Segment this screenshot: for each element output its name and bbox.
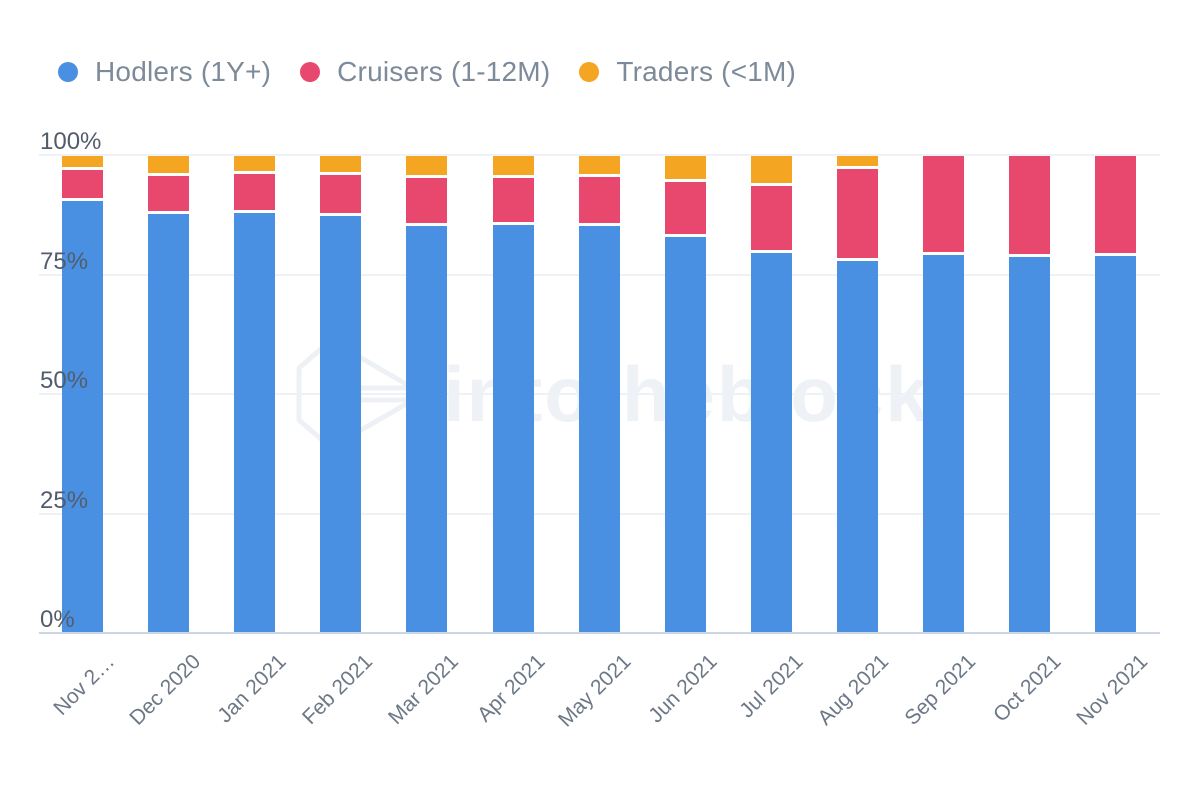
bar-segment-cruisers[interactable] <box>578 177 620 227</box>
bar-segment-hodlers[interactable] <box>664 237 706 632</box>
x-axis-label: Oct 2021 <box>989 650 1066 727</box>
bar-segment-traders[interactable] <box>750 156 792 186</box>
bar-segment-hodlers[interactable] <box>1009 256 1051 632</box>
bar-segment-traders[interactable] <box>836 156 878 170</box>
x-axis-label: Aug 2021 <box>813 650 894 730</box>
bar-segment-hodlers[interactable] <box>234 213 276 632</box>
hodlers-dot-icon <box>58 62 78 82</box>
x-axis-label: Sep 2021 <box>899 650 980 730</box>
bar-jan-2021[interactable] <box>234 156 276 632</box>
bar-segment-hodlers[interactable] <box>836 260 878 632</box>
bar-segment-hodlers[interactable] <box>578 226 620 632</box>
bar-segment-traders[interactable] <box>406 156 448 179</box>
bar-segment-cruisers[interactable] <box>1095 156 1137 256</box>
bar-mar-2021[interactable] <box>406 156 448 632</box>
y-axis-tick-label: 50% <box>40 367 89 394</box>
bar-nov-2[interactable] <box>62 156 103 632</box>
bar-segment-cruisers[interactable] <box>923 156 964 256</box>
legend: Hodlers (1Y+) Cruisers (1-12M) Traders (… <box>58 56 796 88</box>
legend-item-label: Traders (<1M) <box>616 56 797 87</box>
bar-segment-hodlers[interactable] <box>1095 255 1137 632</box>
bar-segment-traders[interactable] <box>664 156 706 183</box>
x-axis-label: Dec 2020 <box>125 650 205 730</box>
bar-segment-cruisers[interactable] <box>406 178 448 226</box>
bar-sep-2021[interactable] <box>923 156 964 632</box>
x-axis-label: Jul 2021 <box>735 650 808 723</box>
bar-segment-traders[interactable] <box>320 156 362 175</box>
bar-segment-hodlers[interactable] <box>923 255 964 632</box>
bar-nov-2021[interactable] <box>1095 156 1137 632</box>
bar-oct-2021[interactable] <box>1009 156 1051 632</box>
bar-segment-cruisers[interactable] <box>492 177 534 225</box>
bar-segment-cruisers[interactable] <box>62 169 103 201</box>
x-axis-line <box>39 632 1160 634</box>
x-axis-label: Jan 2021 <box>213 650 291 728</box>
cruisers-dot-icon <box>300 62 321 82</box>
x-axis-label: May 2021 <box>553 650 636 732</box>
legend-item-label: Hodlers (1Y+) <box>95 56 272 87</box>
bar-segment-hodlers[interactable] <box>62 200 103 632</box>
bar-segment-traders[interactable] <box>578 156 620 178</box>
traders-dot-icon <box>579 62 600 82</box>
bar-segment-cruisers[interactable] <box>234 173 276 214</box>
bar-segment-cruisers[interactable] <box>836 169 878 261</box>
legend-item-traders[interactable]: Traders (<1M) <box>579 56 796 88</box>
bar-segment-hodlers[interactable] <box>406 225 448 632</box>
x-axis-label: Feb 2021 <box>298 650 378 730</box>
legend-item-cruisers[interactable]: Cruisers (1-12M) <box>300 56 550 88</box>
bar-segment-cruisers[interactable] <box>320 174 362 216</box>
x-axis-label: Apr 2021 <box>472 650 550 727</box>
y-axis-tick-label: 75% <box>40 248 89 275</box>
bar-segment-hodlers[interactable] <box>320 215 362 632</box>
gridline-100 <box>39 154 1160 156</box>
bar-jul-2021[interactable] <box>750 156 792 632</box>
bar-segment-cruisers[interactable] <box>1009 156 1051 257</box>
bar-segment-cruisers[interactable] <box>148 176 190 214</box>
bar-segment-traders[interactable] <box>492 156 534 178</box>
bar-segment-hodlers[interactable] <box>750 252 792 632</box>
y-axis-tick-label: 0% <box>40 606 75 633</box>
bar-segment-cruisers[interactable] <box>664 182 706 238</box>
x-axis-label: Nov 2… <box>48 650 119 720</box>
x-axis-label: Jun 2021 <box>644 650 722 728</box>
legend-item-hodlers[interactable]: Hodlers (1Y+) <box>58 56 271 88</box>
bar-dec-2020[interactable] <box>148 156 190 632</box>
y-axis-tick-label: 100% <box>40 128 102 155</box>
bar-aug-2021[interactable] <box>836 156 878 632</box>
x-axis-label: Mar 2021 <box>384 650 464 729</box>
y-axis-tick-label: 25% <box>40 487 89 514</box>
bar-segment-hodlers[interactable] <box>148 213 190 632</box>
bar-segment-cruisers[interactable] <box>750 185 792 253</box>
bar-may-2021[interactable] <box>578 156 620 632</box>
bar-segment-traders[interactable] <box>148 156 190 176</box>
bar-segment-traders[interactable] <box>62 156 103 170</box>
bar-segment-traders[interactable] <box>234 156 276 174</box>
bar-apr-2021[interactable] <box>492 156 534 632</box>
legend-item-label: Cruisers (1-12M) <box>337 56 551 87</box>
bar-feb-2021[interactable] <box>320 156 362 632</box>
bar-jun-2021[interactable] <box>664 156 706 632</box>
x-axis-label: Nov 2021 <box>1072 650 1152 730</box>
bar-segment-hodlers[interactable] <box>492 224 534 632</box>
